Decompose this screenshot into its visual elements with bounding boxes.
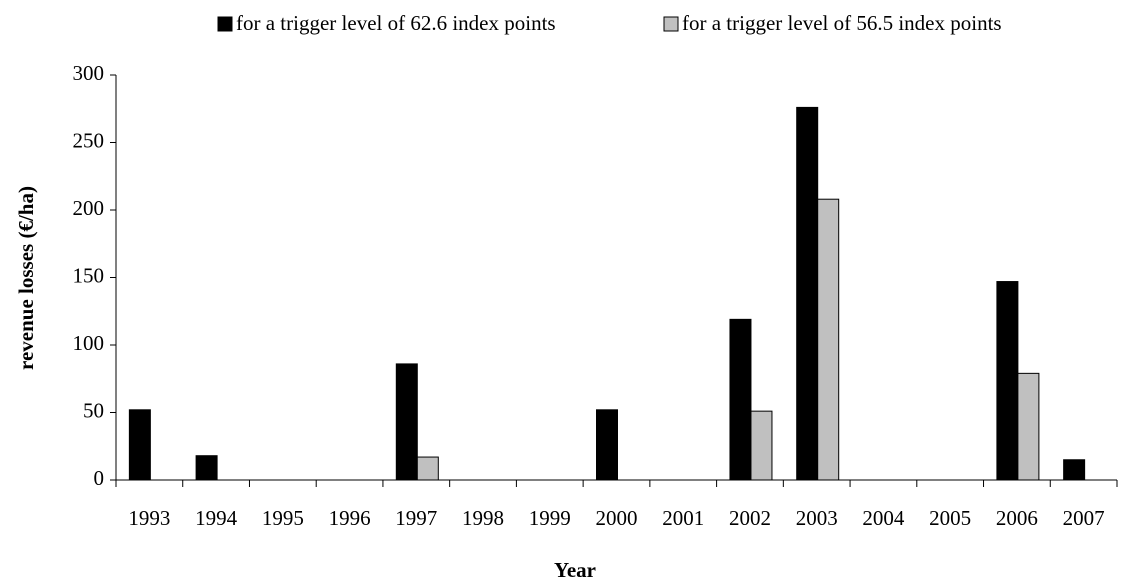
bar xyxy=(817,198,840,481)
x-tick-label: 2003 xyxy=(796,506,838,530)
y-tick-label: 250 xyxy=(73,128,105,152)
y-tick-label: 150 xyxy=(73,263,105,287)
bar xyxy=(796,106,819,481)
x-tick-label: 2006 xyxy=(996,506,1038,530)
x-tick-label: 2000 xyxy=(596,506,638,530)
y-tick-label: 0 xyxy=(94,466,105,490)
y-axis-title: revenue losses (€/ha) xyxy=(14,186,38,370)
bar xyxy=(395,363,418,481)
legend-label: for a trigger level of 62.6 index points xyxy=(236,11,556,35)
bar xyxy=(195,455,218,481)
bar xyxy=(750,410,773,481)
bar xyxy=(128,409,151,481)
x-tick-label: 2007 xyxy=(1063,506,1105,530)
bar xyxy=(996,281,1019,481)
bar xyxy=(1063,459,1086,481)
x-tick-label: 1999 xyxy=(529,506,571,530)
x-tick-label: 2002 xyxy=(729,506,771,530)
x-tick-label: 1993 xyxy=(128,506,170,530)
x-axis-title: Year xyxy=(554,558,596,582)
y-tick-label: 50 xyxy=(83,398,104,422)
bar xyxy=(416,456,439,481)
bar xyxy=(596,409,618,481)
bar xyxy=(1017,372,1040,481)
x-tick-label: 2005 xyxy=(929,506,971,530)
x-tick-label: 1995 xyxy=(262,506,304,530)
y-tick-label: 100 xyxy=(73,331,105,355)
legend-label: for a trigger level of 56.5 index points xyxy=(682,11,1002,35)
legend-swatch xyxy=(663,16,679,32)
legend-swatch xyxy=(217,16,233,32)
y-tick-label: 300 xyxy=(73,61,105,85)
x-tick-label: 2004 xyxy=(862,506,905,530)
x-tick-label: 1997 xyxy=(395,506,437,530)
x-tick-label: 1996 xyxy=(329,506,371,530)
x-tick-label: 1998 xyxy=(462,506,504,530)
y-tick-label: 200 xyxy=(73,196,105,220)
x-tick-label: 2001 xyxy=(662,506,704,530)
bar xyxy=(729,318,752,481)
x-tick-label: 1994 xyxy=(195,506,238,530)
